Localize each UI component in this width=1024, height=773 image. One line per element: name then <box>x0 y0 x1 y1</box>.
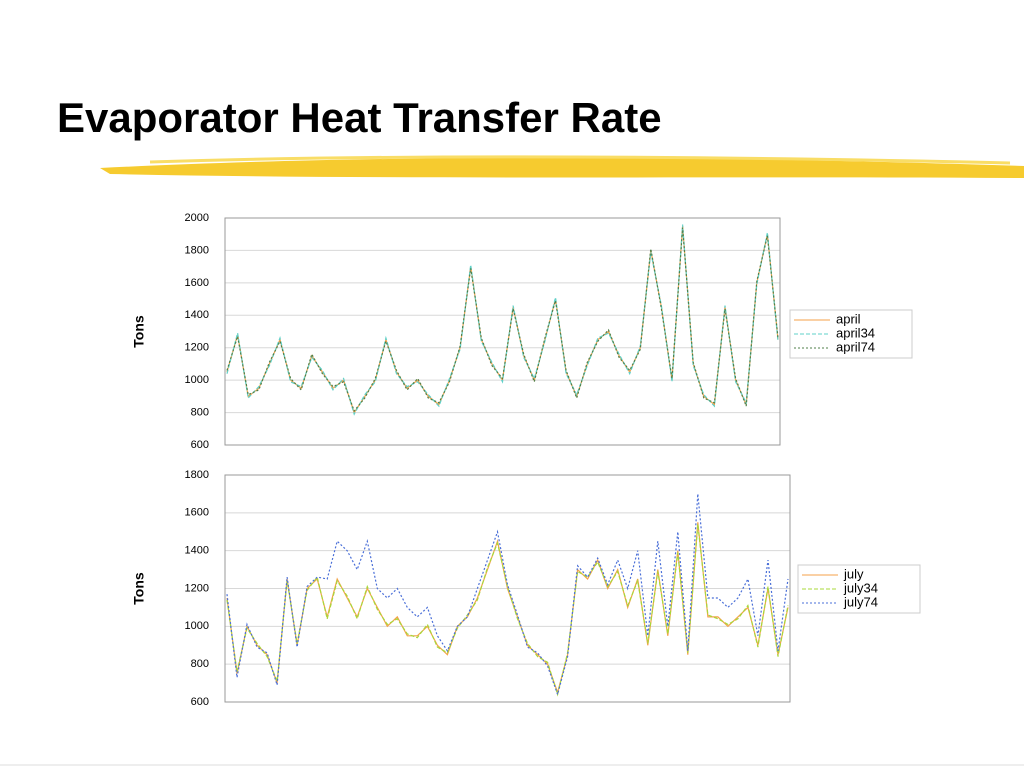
series-line <box>226 493 789 697</box>
series-line <box>226 226 779 414</box>
y-tick-label: 1600 <box>185 277 209 289</box>
y-tick-label: 800 <box>191 406 209 418</box>
legend-label: july34 <box>843 580 878 595</box>
y-tick-label: 1000 <box>185 374 209 386</box>
legend-label: april74 <box>836 339 875 354</box>
y-tick-label: 1800 <box>185 244 209 256</box>
series-line <box>226 522 789 695</box>
series-line <box>226 227 779 413</box>
y-axis-label: Tons <box>131 572 147 605</box>
series-line <box>226 524 789 697</box>
y-tick-label: 1800 <box>185 469 209 481</box>
highlighter-stroke <box>100 157 1024 178</box>
y-tick-label: 800 <box>191 658 209 670</box>
legend-label: july74 <box>843 594 878 609</box>
y-tick-label: 2000 <box>185 212 209 224</box>
y-tick-label: 1200 <box>185 342 209 354</box>
y-tick-label: 1200 <box>185 582 209 594</box>
y-tick-label: 1400 <box>185 545 209 557</box>
y-axis-label: Tons <box>131 315 147 348</box>
legend-label: april <box>836 311 861 326</box>
series-line <box>226 224 779 416</box>
y-tick-label: 1400 <box>185 309 209 321</box>
plot-frame <box>224 474 791 703</box>
y-tick-label: 1000 <box>185 620 209 632</box>
highlighter-streak <box>149 155 1011 165</box>
legend-box <box>789 309 913 359</box>
y-tick-label: 600 <box>191 439 209 451</box>
plot-frame <box>224 217 781 446</box>
legend-label: july <box>843 566 864 581</box>
y-tick-label: 1600 <box>185 507 209 519</box>
y-tick-label: 600 <box>191 696 209 708</box>
slide-title: Evaporator Heat Transfer Rate <box>57 94 662 141</box>
legend-label: april34 <box>836 325 875 340</box>
legend-box <box>797 564 921 614</box>
